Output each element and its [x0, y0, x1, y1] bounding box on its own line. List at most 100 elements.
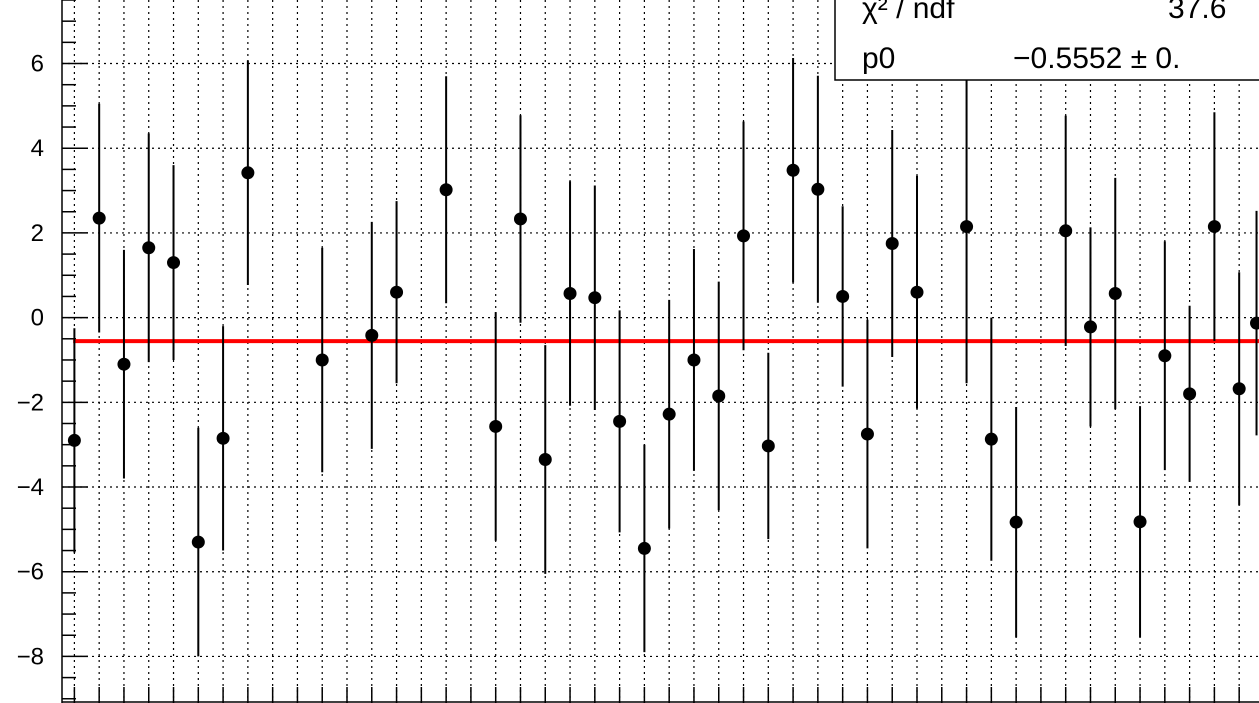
marker	[1207, 220, 1221, 234]
stats-p0-value: −0.5552 ± 0.	[1013, 42, 1180, 75]
data-point	[563, 181, 577, 406]
data-point	[1108, 177, 1122, 410]
axes	[61, 0, 1259, 703]
data-point	[1232, 272, 1246, 506]
marker	[1250, 316, 1259, 330]
marker	[439, 183, 453, 197]
data-point	[588, 185, 602, 410]
data-point	[1158, 241, 1172, 471]
data-point	[687, 249, 701, 471]
y-tick-label: −6	[17, 559, 44, 586]
y-tick-label: −8	[17, 643, 44, 670]
marker	[836, 289, 850, 303]
marker	[216, 431, 230, 445]
y-tick-label: 6	[31, 51, 44, 78]
stats-chi2-value: 37.6	[1168, 0, 1226, 25]
data-point	[1250, 210, 1259, 436]
data-point	[662, 299, 676, 529]
marker	[687, 353, 701, 367]
data-point	[737, 121, 751, 351]
marker	[637, 541, 651, 555]
data-point	[390, 201, 404, 384]
data-point	[960, 69, 974, 384]
data-point	[489, 312, 503, 541]
marker	[984, 432, 998, 446]
marker	[489, 419, 503, 433]
data-point	[836, 206, 850, 387]
stats-box-frame	[834, 0, 1259, 81]
marker	[92, 211, 106, 225]
data-point	[637, 444, 651, 653]
data-point	[216, 326, 230, 551]
data-point	[142, 133, 156, 363]
data-point	[885, 130, 899, 358]
data-point	[613, 310, 627, 533]
stats-p0-label: p0	[862, 42, 895, 75]
marker	[1232, 382, 1246, 396]
data-points	[67, 58, 1259, 657]
marker	[67, 433, 81, 447]
y-tick-label: 0	[31, 305, 44, 332]
stats-box: χ² / ndf 37.6 p0 −0.5552 ± 0.	[834, 0, 1259, 81]
marker	[786, 163, 800, 177]
data-point	[811, 75, 825, 303]
marker	[960, 220, 974, 234]
marker	[513, 212, 527, 226]
data-point	[1183, 305, 1197, 482]
marker	[737, 229, 751, 243]
data-point	[513, 115, 527, 323]
grid	[62, 0, 1259, 703]
data-point	[241, 60, 255, 286]
marker	[1158, 349, 1172, 363]
marker	[860, 427, 874, 441]
y-tick-label: 4	[31, 135, 44, 162]
marker	[712, 389, 726, 403]
data-point	[1133, 406, 1147, 638]
marker	[1083, 320, 1097, 334]
marker	[117, 357, 131, 371]
data-point	[167, 165, 181, 360]
y-tick-labels: −8 −6 −4 −2 0 2 4 6	[17, 51, 44, 671]
marker	[1183, 387, 1197, 401]
data-point	[910, 175, 924, 409]
data-point	[984, 317, 998, 561]
data-point	[1059, 115, 1073, 346]
marker	[761, 439, 775, 453]
marker	[1133, 515, 1147, 529]
marker	[1009, 515, 1023, 529]
data-point	[191, 427, 205, 657]
marker	[662, 407, 676, 421]
marker	[1108, 286, 1122, 300]
marker	[588, 291, 602, 305]
marker	[811, 182, 825, 196]
marker	[910, 285, 924, 299]
y-tick-label: −2	[17, 389, 44, 416]
y-tick-label: 2	[31, 220, 44, 247]
marker	[142, 241, 156, 255]
marker	[390, 285, 404, 299]
marker	[365, 328, 379, 342]
marker	[191, 535, 205, 549]
data-point	[786, 58, 800, 283]
data-point	[1083, 227, 1097, 427]
data-point	[538, 345, 552, 574]
marker	[241, 166, 255, 180]
data-point	[1009, 406, 1023, 638]
data-point	[67, 328, 81, 553]
marker	[885, 237, 899, 251]
marker	[563, 286, 577, 300]
data-point	[439, 76, 453, 304]
marker	[613, 414, 627, 428]
data-point	[712, 281, 726, 511]
data-point	[117, 249, 131, 479]
data-point	[365, 221, 379, 449]
marker	[315, 353, 329, 367]
stats-chi2-label: χ² / ndf	[862, 0, 955, 25]
data-point	[761, 352, 775, 540]
y-tick-label: −4	[17, 474, 44, 501]
marker	[1059, 224, 1073, 238]
marker	[167, 256, 181, 270]
data-point	[315, 247, 329, 473]
marker	[538, 452, 552, 466]
data-point	[92, 103, 106, 333]
